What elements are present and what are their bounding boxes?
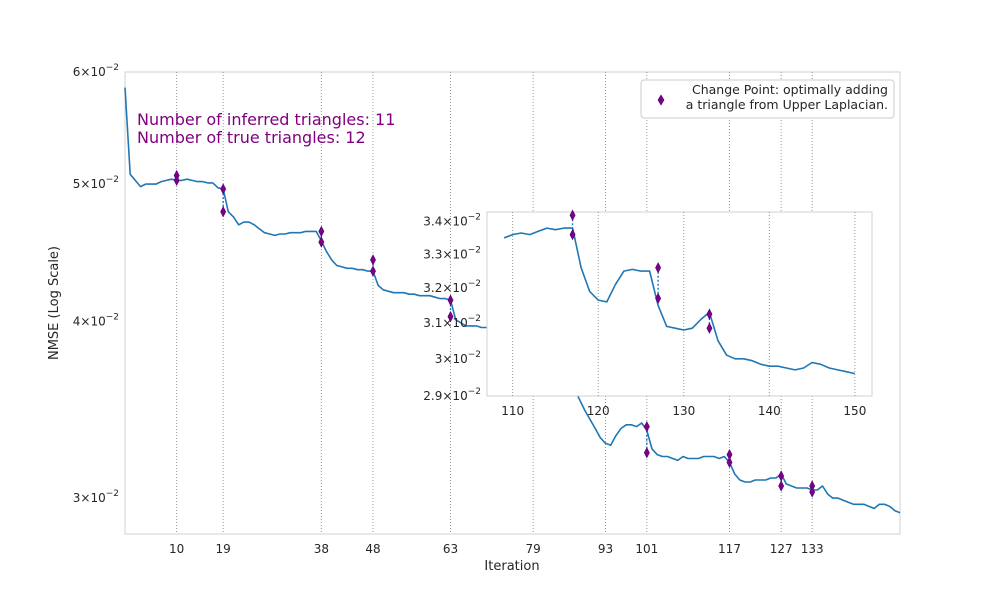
main-y-tick-label: 4×10−2 <box>73 312 119 328</box>
main-x-tick-label: 133 <box>801 542 824 556</box>
main-y-tick-label: 5×10−2 <box>73 175 119 191</box>
main-y-tick-label: 3×10−2 <box>73 489 119 505</box>
inset-y-tick-label: 3.2×10−2 <box>423 279 481 295</box>
main-change-point-marker <box>447 294 454 306</box>
main-change-point-marker <box>447 311 454 323</box>
inset-change-points <box>569 209 713 334</box>
main-change-point-marker <box>173 174 180 187</box>
main-change-point-marker <box>370 265 376 277</box>
inset-chart: 110 120 130 140 150 2.9×10−2 3×10−2 3.1×10−2 3.… <box>423 209 873 418</box>
inset-change-point-marker <box>569 228 576 241</box>
inset-change-point-marker <box>569 209 576 221</box>
inset-series-line <box>503 227 856 375</box>
legend-label: Change Point: optimally adding a triangle… <box>686 82 888 112</box>
main-change-point-marker <box>220 206 227 218</box>
legend-box <box>640 79 895 119</box>
main-change-point-marker <box>370 254 376 266</box>
main-change-point-marker <box>220 183 227 195</box>
inset-y-tick-label: 3.1×10−2 <box>423 314 481 330</box>
inset-grid <box>512 212 856 396</box>
inset-x-tick-label: 110 <box>501 404 524 418</box>
inset-x-tick-label: 120 <box>587 404 610 418</box>
inset-y-tick-label: 2.9×10−2 <box>423 387 481 403</box>
main-x-tick-label: 63 <box>443 542 458 556</box>
inset-x-tick-label: 150 <box>843 404 866 418</box>
inset-plot-area <box>486 211 873 397</box>
annotation-inferred-triangles: Number of inferred triangles: 11 <box>137 110 395 129</box>
main-x-tick-label: 127 <box>770 542 793 556</box>
main-y-tick-label: 6×10−2 <box>73 63 119 79</box>
main-x-tick-label: 79 <box>526 542 541 556</box>
main-x-tick-label: 101 <box>635 542 658 556</box>
main-change-point-marker <box>318 236 325 248</box>
main-change-point-marker <box>643 447 650 459</box>
inset-series <box>503 227 856 375</box>
legend: Change Point: optimally adding a triangle… <box>640 79 895 119</box>
inset-change-point-marker <box>706 308 713 320</box>
main-change-point-marker <box>809 486 816 498</box>
main-x-tick-label: 93 <box>598 542 613 556</box>
main-change-point-marker <box>318 225 325 238</box>
main-change-point-marker <box>643 420 650 433</box>
main-x-tick-label: 19 <box>216 542 231 556</box>
main-x-tick-label: 48 <box>365 542 380 556</box>
inset-y-ticks: 2.9×10−2 3×10−2 3.1×10−2 3.2×10−2 3.3×10−2 3.… <box>423 213 481 403</box>
inset-x-tick-label: 140 <box>758 404 781 418</box>
inset-y-tick-label: 3×10−2 <box>435 350 481 366</box>
inset-change-point-marker <box>655 292 662 305</box>
inset-x-ticks: 110 120 130 140 150 <box>501 404 866 418</box>
inset-x-tick-label: 130 <box>672 404 695 418</box>
main-y-ticks: 3×10−2 4×10−2 5×10−2 6×10−2 <box>73 63 119 505</box>
inset-y-tick-label: 3.4×10−2 <box>423 213 481 229</box>
main-x-tick-label: 117 <box>718 542 741 556</box>
inset-change-point-marker <box>706 322 713 334</box>
inset-y-tick-label: 3.3×10−2 <box>423 245 481 261</box>
legend-marker <box>657 94 665 106</box>
main-x-ticks: 10 19 38 48 63 79 93 101 117 127 133 <box>169 542 824 556</box>
main-change-point-marker <box>726 456 733 468</box>
main-x-tick-label: 38 <box>314 542 329 556</box>
main-change-point-marker <box>778 480 785 492</box>
y-axis-label: NMSE (Log Scale) <box>47 246 62 360</box>
x-axis-label: Iteration <box>484 559 539 574</box>
annotation-true-triangles: Number of true triangles: 12 <box>137 128 366 147</box>
main-change-points <box>173 169 816 498</box>
inset-change-point-marker <box>655 262 662 274</box>
main-x-tick-label: 10 <box>169 542 184 556</box>
